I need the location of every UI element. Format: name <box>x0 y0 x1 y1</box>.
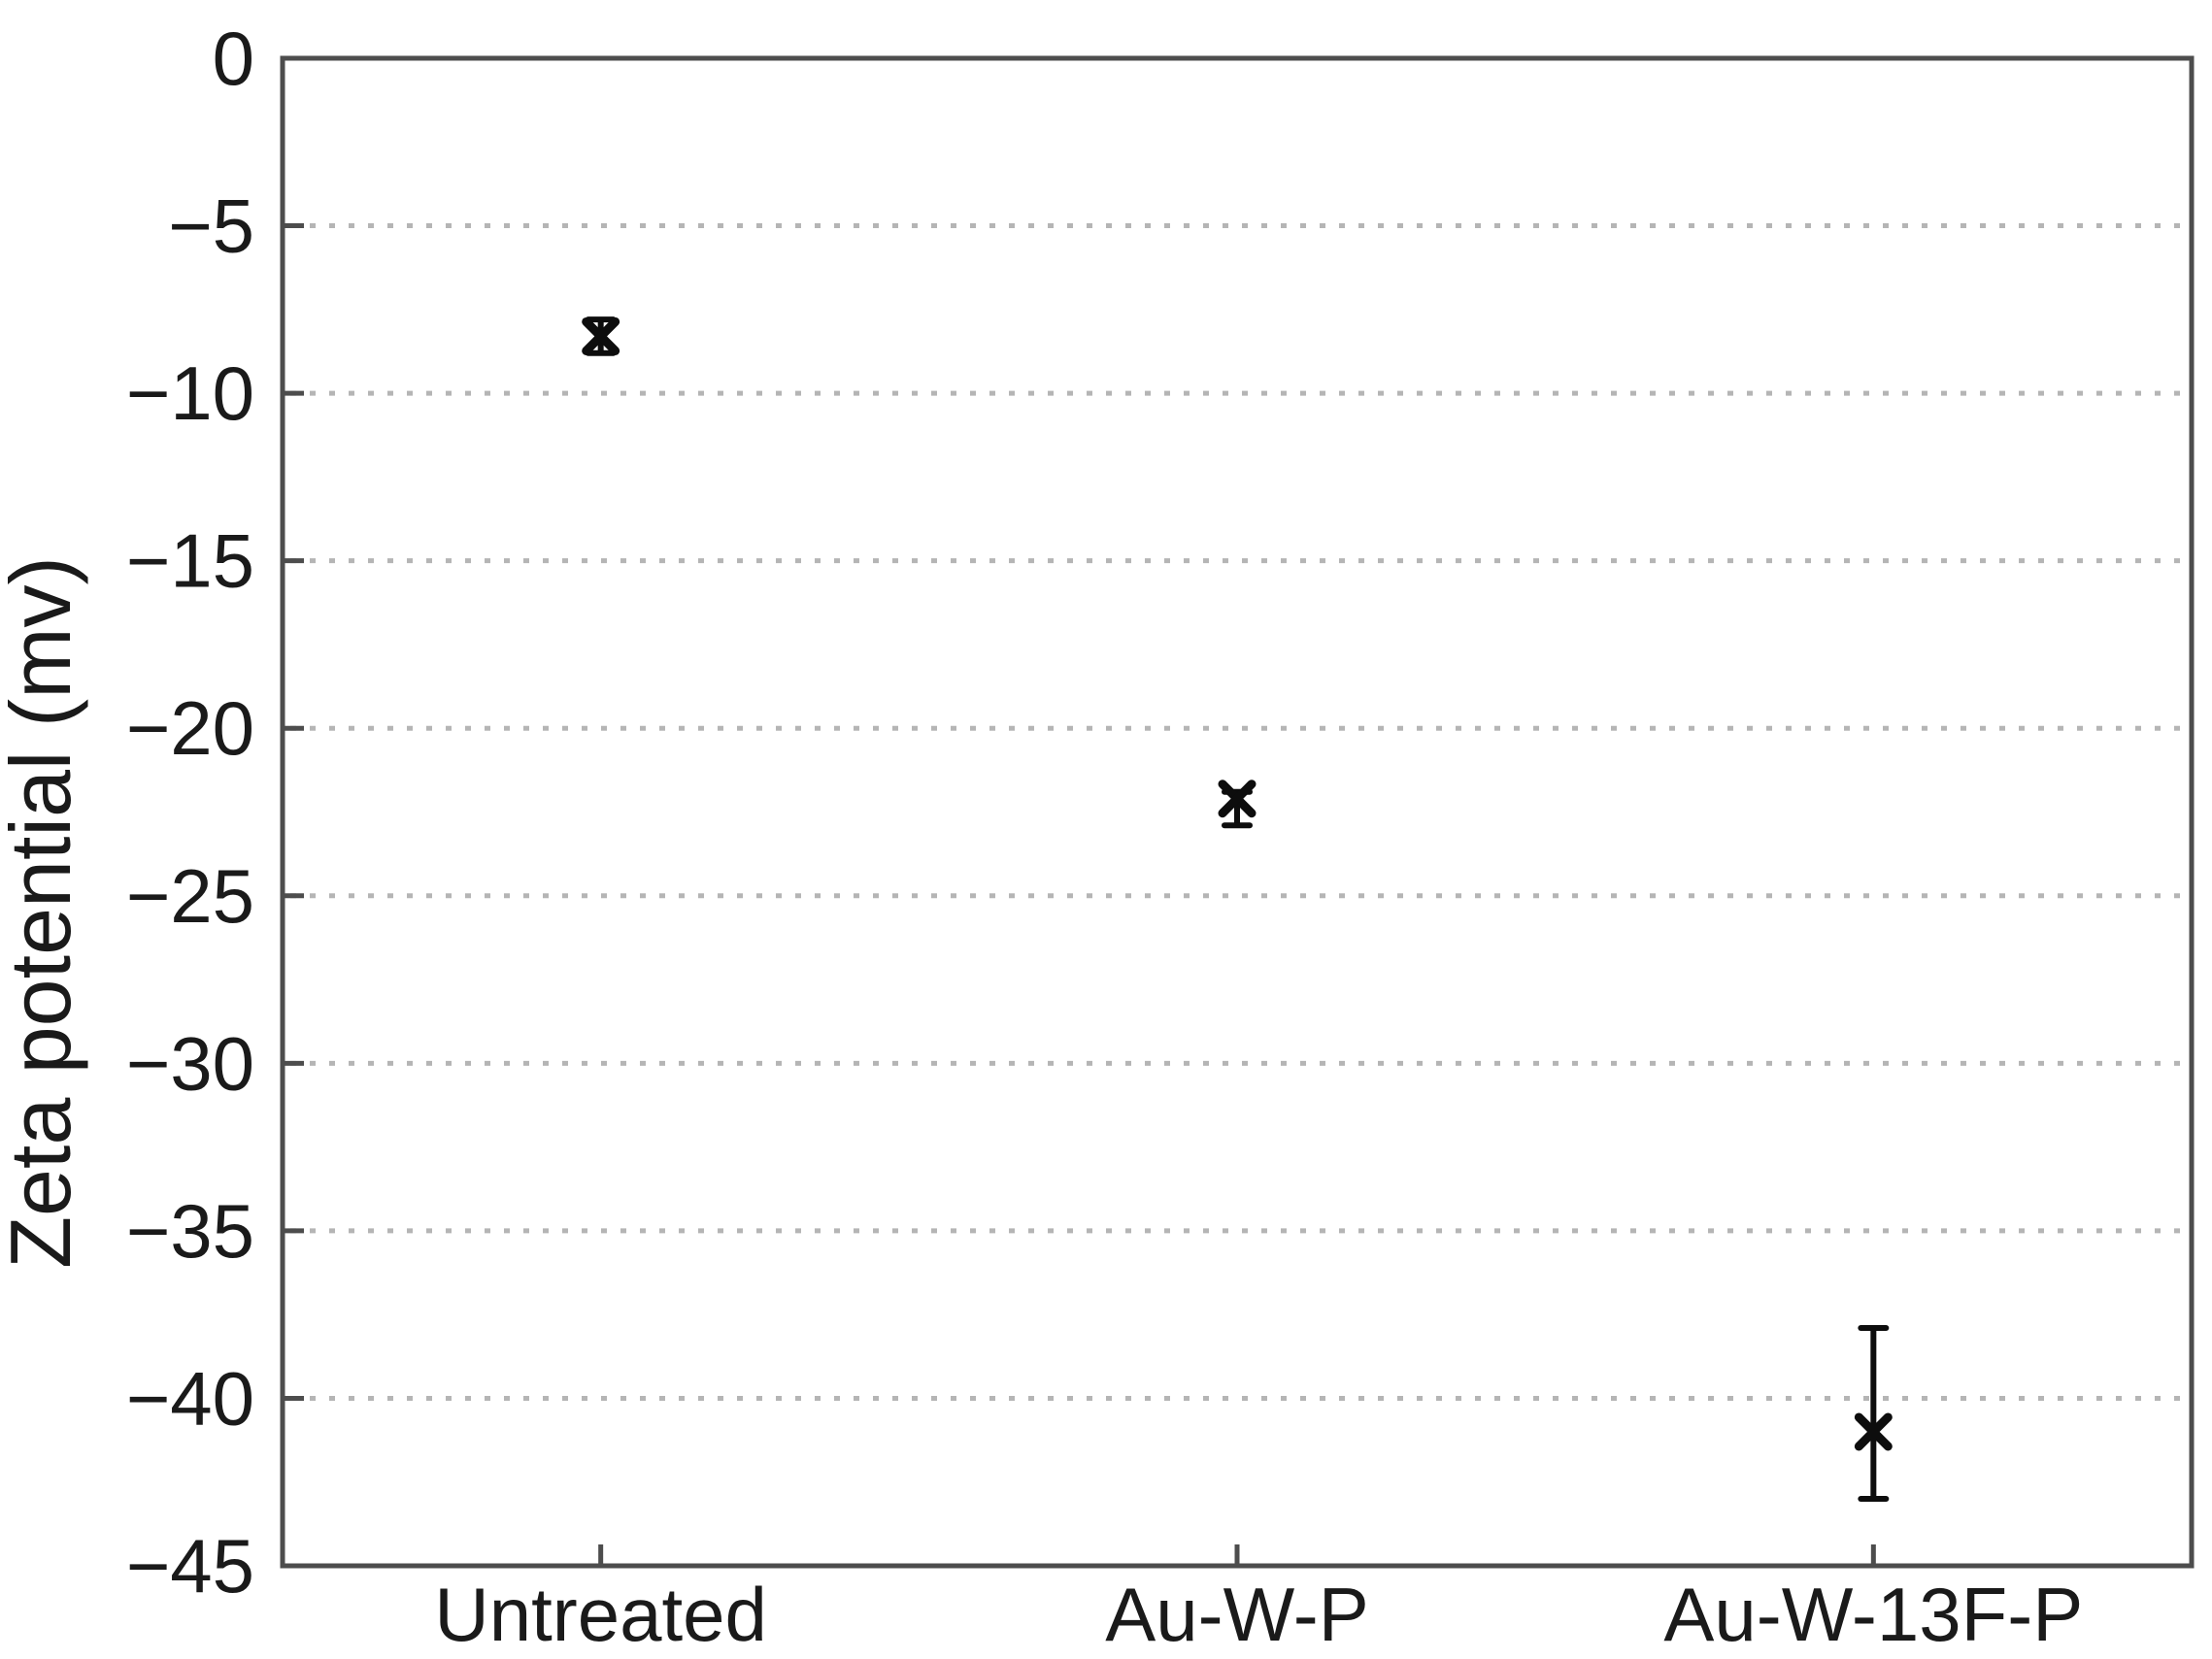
y-tick-label: −25 <box>126 853 254 939</box>
x-tick-label: Au-W-P <box>1105 1572 1369 1657</box>
data-point-untreated <box>582 316 620 356</box>
y-tick-label: 0 <box>213 16 254 101</box>
x-marker <box>1218 780 1257 818</box>
x-tick-label: Au-W-13F-P <box>1663 1572 2083 1657</box>
y-axis-title: Zeta potential (mv) <box>0 556 88 1269</box>
data-point-au-w-13f-p <box>1854 1324 1893 1502</box>
x-marker <box>582 316 620 355</box>
data-point-au-w-p <box>1218 780 1257 829</box>
x-tick-label: Untreated <box>434 1572 767 1657</box>
y-tick-label: −30 <box>126 1020 254 1106</box>
x-marker <box>1854 1412 1893 1451</box>
y-tick-label: −20 <box>126 685 254 771</box>
y-tick-label: −5 <box>168 183 254 269</box>
y-tick-label: −10 <box>126 350 254 436</box>
y-tick-label: −40 <box>126 1355 254 1441</box>
y-tick-label: −45 <box>126 1523 254 1609</box>
y-tick-label: −35 <box>126 1188 254 1274</box>
y-tick-label: −15 <box>126 518 254 604</box>
